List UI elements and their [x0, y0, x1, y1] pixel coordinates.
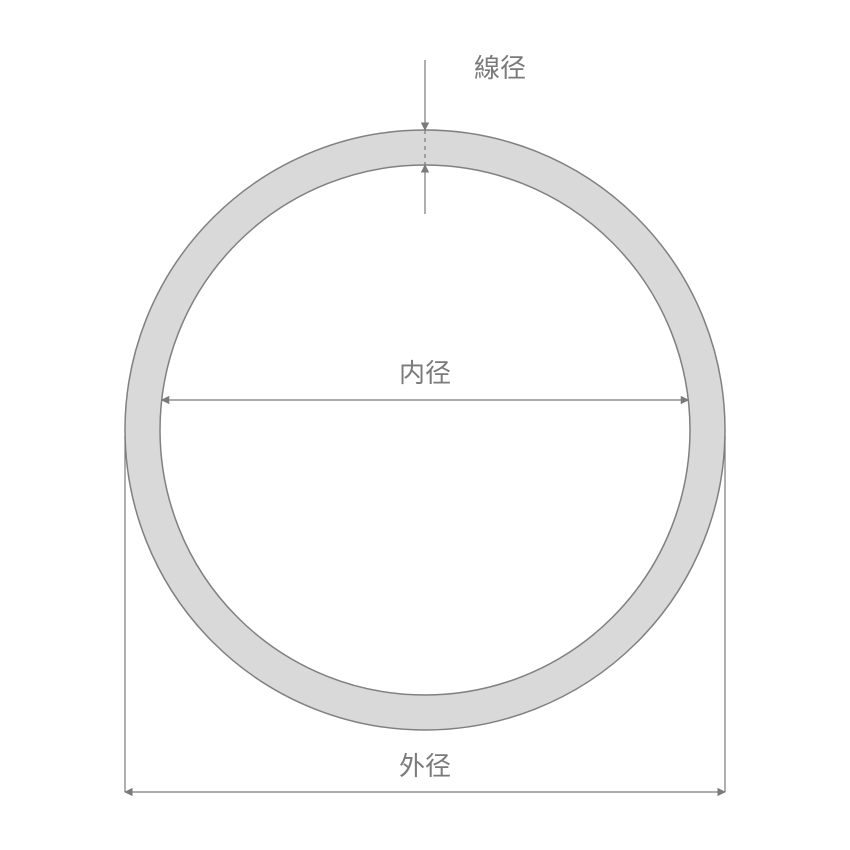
outer-diameter-label: 外径 [399, 751, 451, 781]
ring-dimension-diagram: 線径 内径 外径 [0, 0, 850, 850]
inner-diameter-label: 内径 [399, 358, 451, 388]
ring-annulus [125, 130, 725, 730]
inner-diameter-dimension: 内径 [162, 358, 689, 400]
wall-thickness-label: 線径 [474, 53, 526, 83]
